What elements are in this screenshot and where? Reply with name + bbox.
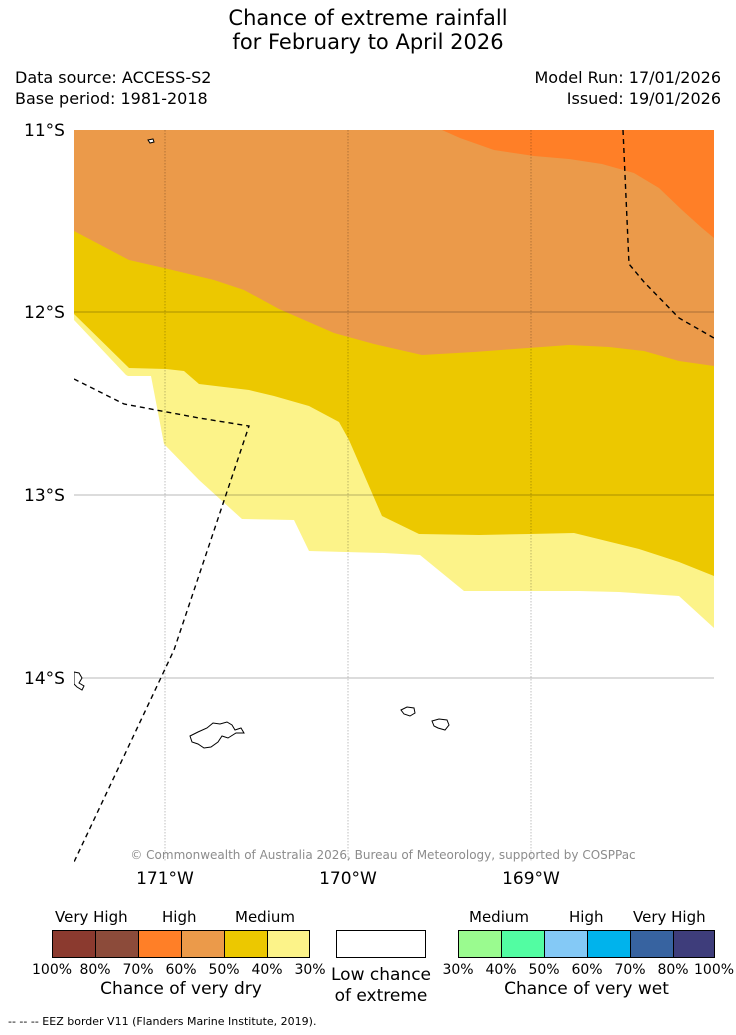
wet-tick-30: 30%	[442, 962, 474, 978]
dry-swatch-40-50	[224, 930, 268, 958]
copyright-credit: © Commonwealth of Australia 2026, Bureau…	[130, 848, 636, 862]
lon-label-170w: 170°W	[319, 869, 377, 889]
map-title-line1: Chance of extreme rainfall	[228, 6, 508, 30]
dry-swatch-60-70	[138, 930, 182, 958]
dry-tick-60: 60%	[165, 962, 197, 978]
wet-tick-40: 40%	[485, 962, 517, 978]
lon-label-169w: 169°W	[502, 869, 560, 889]
eez-footnote: -- -- -- EEZ border V11 (Flanders Marine…	[8, 1015, 317, 1028]
map-title-line2: for February to April 2026	[232, 30, 504, 54]
wet-swatch-70-80	[630, 930, 674, 958]
lat-label-13s: 13°S	[24, 486, 65, 506]
latitude-gridlines	[74, 311, 714, 679]
issued-text: Issued: 19/01/2026	[566, 89, 721, 108]
model-run-text: Model Run: 17/01/2026	[534, 68, 722, 87]
dry-swatch-70-80	[95, 930, 139, 958]
base-period-text: Base period: 1981-2018	[15, 89, 208, 108]
dry-category-medium: Medium	[235, 908, 295, 926]
wet-tick-70: 70%	[614, 962, 646, 978]
very-dry-60-70-region	[74, 130, 714, 366]
lat-label-12s: 12°S	[24, 303, 65, 323]
dry-category-very-high: Very High	[55, 908, 128, 926]
lon-label-171w: 171°W	[136, 869, 194, 889]
wet-category-very-high: Very High	[633, 908, 706, 926]
islands	[74, 138, 450, 749]
wet-swatch-40-50	[501, 930, 545, 958]
wet-tick-50: 50%	[528, 962, 560, 978]
dry-swatch-50-60	[181, 930, 225, 958]
dry-tick-100: 100%	[32, 962, 73, 978]
wet-swatch-80-100	[673, 930, 715, 958]
dry-tick-30: 30%	[294, 962, 326, 978]
lat-label-11s: 11°S	[24, 121, 65, 141]
wet-tick-80: 80%	[657, 962, 689, 978]
dry-tick-40: 40%	[251, 962, 283, 978]
low-chance-caption-line2: of extreme	[334, 986, 428, 1006]
wet-tick-100: 100%	[694, 962, 735, 978]
wet-swatch-60-70	[587, 930, 631, 958]
data-source-text: Data source: ACCESS-S2	[15, 68, 212, 87]
dry-tick-50: 50%	[208, 962, 240, 978]
dry-swatch-80-100	[52, 930, 96, 958]
wet-swatch-30-40	[458, 930, 502, 958]
rainfall-map	[74, 130, 714, 862]
eez-border-lines	[74, 130, 714, 862]
dry-swatch-30-40	[267, 930, 310, 958]
lat-label-14s: 14°S	[24, 669, 65, 689]
dry-category-high: High	[162, 908, 197, 926]
low-chance-swatch	[336, 930, 426, 958]
longitude-gridlines	[164, 130, 532, 862]
dry-tick-80: 80%	[79, 962, 111, 978]
wet-legend-caption: Chance of very wet	[504, 979, 669, 999]
dry-legend-caption: Chance of very dry	[100, 979, 262, 999]
wet-swatch-50-60	[544, 930, 588, 958]
wet-category-high: High	[569, 908, 604, 926]
very-dry-70-80-region	[442, 130, 714, 238]
wet-tick-60: 60%	[571, 962, 603, 978]
wet-category-medium: Medium	[469, 908, 529, 926]
low-chance-caption-line1: Low chance	[331, 965, 431, 985]
dry-tick-70: 70%	[122, 962, 154, 978]
